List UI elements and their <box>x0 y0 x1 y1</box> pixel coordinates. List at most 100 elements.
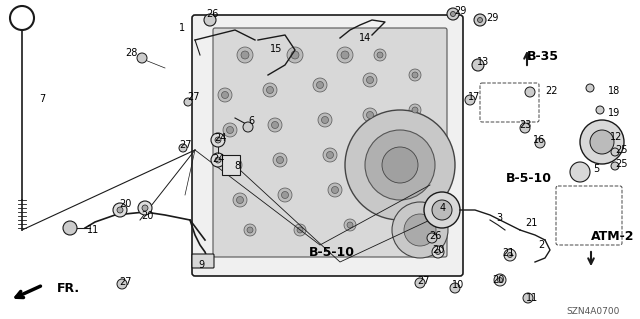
Circle shape <box>412 142 418 148</box>
Circle shape <box>215 137 221 143</box>
Circle shape <box>282 191 289 198</box>
Circle shape <box>367 112 374 118</box>
Circle shape <box>215 157 221 163</box>
Text: 6: 6 <box>248 116 254 126</box>
Circle shape <box>508 253 513 257</box>
Circle shape <box>472 59 484 71</box>
FancyBboxPatch shape <box>192 254 214 268</box>
Text: 1: 1 <box>179 23 185 33</box>
Circle shape <box>451 11 456 17</box>
Circle shape <box>494 274 506 286</box>
Text: 21: 21 <box>502 248 514 258</box>
Text: 11: 11 <box>87 225 99 235</box>
Circle shape <box>204 14 216 26</box>
Circle shape <box>580 120 624 164</box>
Text: 21: 21 <box>525 218 537 228</box>
Text: 22: 22 <box>545 86 557 96</box>
Circle shape <box>321 116 328 123</box>
Circle shape <box>243 122 253 132</box>
Text: 10: 10 <box>452 280 464 290</box>
Circle shape <box>337 47 353 63</box>
Circle shape <box>570 162 590 182</box>
Circle shape <box>117 207 123 213</box>
Circle shape <box>367 77 374 84</box>
Text: B-5-10: B-5-10 <box>309 247 355 259</box>
Circle shape <box>596 106 604 114</box>
Circle shape <box>271 122 278 129</box>
Text: 5: 5 <box>593 164 599 174</box>
Text: 20: 20 <box>432 245 444 255</box>
Circle shape <box>474 14 486 26</box>
Circle shape <box>232 161 239 168</box>
Circle shape <box>218 88 232 102</box>
Circle shape <box>409 139 421 151</box>
Circle shape <box>241 51 249 59</box>
Circle shape <box>497 278 502 283</box>
Circle shape <box>223 123 237 137</box>
Circle shape <box>237 197 243 204</box>
Circle shape <box>374 49 386 61</box>
Circle shape <box>435 249 440 255</box>
Circle shape <box>409 69 421 81</box>
Circle shape <box>504 249 516 261</box>
Text: 24: 24 <box>214 133 226 143</box>
Circle shape <box>138 201 152 215</box>
Circle shape <box>447 8 459 20</box>
Circle shape <box>291 51 299 59</box>
Text: 3: 3 <box>496 213 502 223</box>
Circle shape <box>424 192 460 228</box>
Text: 20: 20 <box>141 211 153 221</box>
Circle shape <box>341 51 349 59</box>
Text: 14: 14 <box>359 33 371 43</box>
Circle shape <box>276 157 284 164</box>
Text: 7: 7 <box>39 94 45 104</box>
Text: 28: 28 <box>125 48 137 58</box>
Circle shape <box>326 152 333 159</box>
Text: 23: 23 <box>519 120 531 130</box>
Circle shape <box>228 158 242 172</box>
Circle shape <box>520 123 530 133</box>
Circle shape <box>294 224 306 236</box>
Circle shape <box>313 78 327 92</box>
Circle shape <box>590 130 614 154</box>
Circle shape <box>328 183 342 197</box>
Circle shape <box>227 127 234 133</box>
Bar <box>222 155 240 175</box>
Circle shape <box>179 144 187 152</box>
FancyBboxPatch shape <box>192 15 463 276</box>
Circle shape <box>382 147 418 183</box>
Circle shape <box>365 130 435 200</box>
Circle shape <box>450 283 460 293</box>
Text: ATM-2: ATM-2 <box>591 229 634 242</box>
Circle shape <box>376 182 383 189</box>
Text: 9: 9 <box>198 260 204 270</box>
Text: B-35: B-35 <box>527 49 559 63</box>
Circle shape <box>523 293 533 303</box>
Circle shape <box>412 107 418 113</box>
Text: 26: 26 <box>429 231 441 241</box>
Circle shape <box>368 143 382 157</box>
Circle shape <box>211 133 225 147</box>
Circle shape <box>332 187 339 194</box>
Circle shape <box>345 110 455 220</box>
Circle shape <box>263 83 277 97</box>
Text: SZN4A0700: SZN4A0700 <box>566 308 620 316</box>
Circle shape <box>535 138 545 148</box>
Circle shape <box>392 202 448 258</box>
Text: 12: 12 <box>610 132 622 142</box>
Circle shape <box>586 84 594 92</box>
Text: 13: 13 <box>477 57 489 67</box>
Text: 29: 29 <box>486 13 498 23</box>
Circle shape <box>432 246 444 258</box>
Circle shape <box>273 153 287 167</box>
Circle shape <box>268 118 282 132</box>
Circle shape <box>347 222 353 228</box>
Circle shape <box>611 162 619 170</box>
Circle shape <box>404 214 436 246</box>
Text: 4: 4 <box>440 203 446 213</box>
Text: 17: 17 <box>468 92 480 102</box>
Text: 20: 20 <box>492 275 504 285</box>
Text: 16: 16 <box>533 135 545 145</box>
Text: 27: 27 <box>187 92 199 102</box>
Text: 27: 27 <box>119 277 131 287</box>
